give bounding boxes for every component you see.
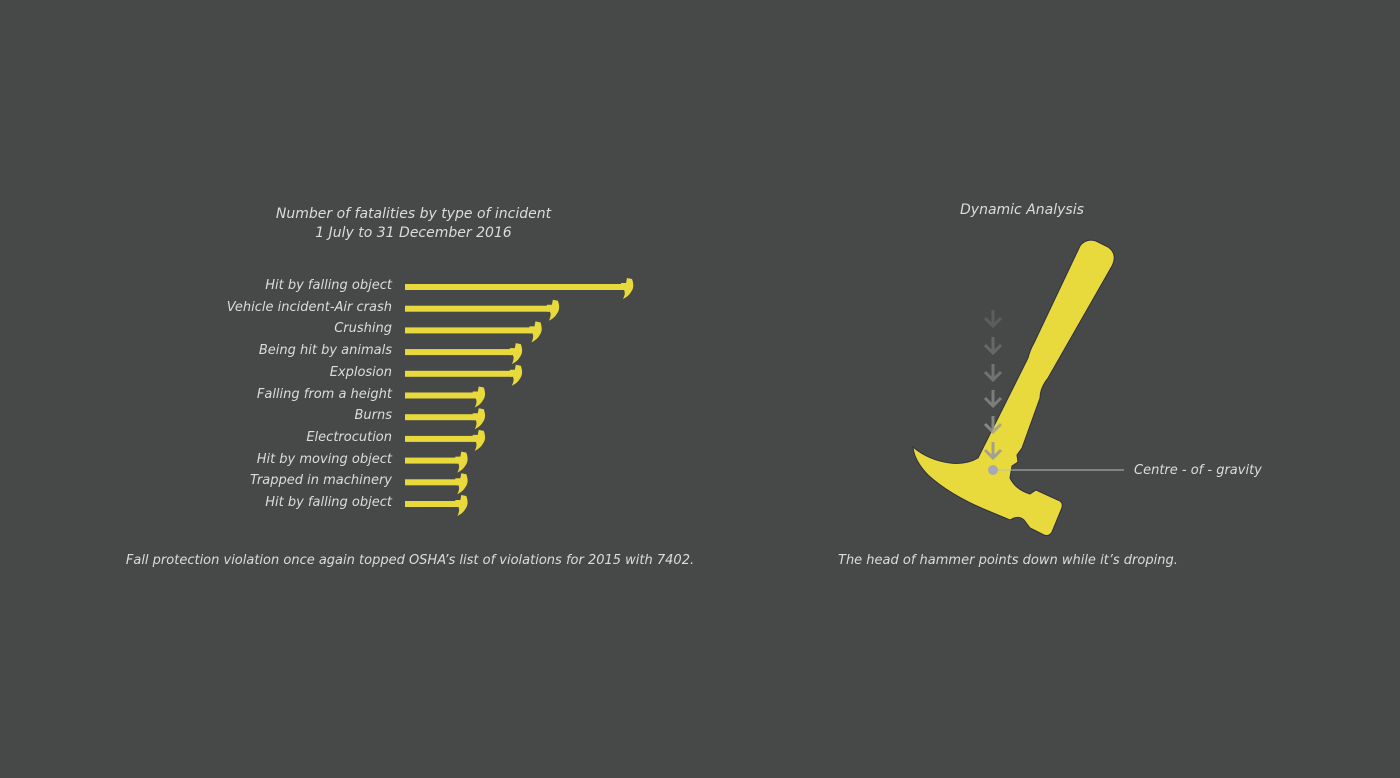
bar-handle bbox=[405, 392, 475, 399]
bar bbox=[405, 343, 523, 365]
bar-handle bbox=[405, 349, 512, 356]
falling-arrows bbox=[983, 310, 1003, 461]
bar bbox=[405, 429, 486, 451]
bar bbox=[405, 278, 634, 299]
hammer-head-icon bbox=[529, 321, 542, 343]
down-arrow-icon bbox=[983, 310, 1003, 329]
bar-handle bbox=[405, 327, 532, 334]
bar bbox=[405, 408, 486, 430]
category-label: Trapped in machinery bbox=[249, 473, 392, 489]
chart-title: Number of fatalities by type of incident bbox=[275, 206, 552, 222]
category-label: Hit by falling object bbox=[265, 278, 392, 293]
chart-subtitle: 1 July to 31 December 2016 bbox=[315, 225, 512, 241]
category-label: Being hit by animals bbox=[258, 343, 392, 359]
right-note: The head of hammer points down while it’… bbox=[838, 553, 1178, 568]
hammer-head-icon bbox=[455, 473, 468, 495]
bar bbox=[405, 299, 560, 321]
hammer-icon bbox=[912, 239, 1115, 537]
bar-handle bbox=[405, 305, 549, 312]
category-label: Falling from a height bbox=[256, 386, 392, 402]
cog-label: Centre - of - gravity bbox=[1134, 463, 1262, 478]
hammer-head-icon bbox=[472, 429, 486, 451]
category-label: Electrocution bbox=[306, 429, 392, 445]
hammer-head-icon bbox=[546, 299, 560, 321]
hammer-head-icon bbox=[455, 451, 468, 473]
hammer-head-icon bbox=[509, 343, 523, 365]
bar bbox=[405, 473, 468, 495]
category-label: Crushing bbox=[334, 321, 392, 337]
category-label: Explosion bbox=[329, 364, 392, 380]
category-label: Vehicle incident-Air crash bbox=[226, 299, 392, 315]
bar bbox=[405, 451, 468, 473]
left-note: Fall protection violation once again top… bbox=[125, 553, 695, 568]
bar-handle bbox=[405, 284, 623, 290]
dynamic-analysis-title: Dynamic Analysis bbox=[960, 202, 1084, 218]
bar-handle bbox=[405, 370, 512, 377]
hammer-head-icon bbox=[621, 278, 634, 299]
bar bbox=[405, 364, 523, 386]
category-label: Hit by moving object bbox=[256, 451, 392, 467]
category-label: Hit by falling object bbox=[265, 495, 392, 510]
category-label: Burns bbox=[354, 408, 392, 424]
bar bbox=[405, 495, 468, 516]
hammer-head-icon bbox=[472, 386, 486, 408]
centre-of-gravity-dot bbox=[988, 465, 998, 475]
down-arrow-icon bbox=[983, 364, 1003, 383]
bar-handle bbox=[405, 414, 475, 421]
bar-handle bbox=[405, 501, 458, 507]
bar-handle bbox=[405, 435, 475, 442]
bar bbox=[405, 386, 486, 408]
bar-handle bbox=[405, 479, 458, 486]
hammer-head-icon bbox=[472, 408, 486, 430]
bar bbox=[405, 321, 542, 343]
hammer-head-icon bbox=[455, 495, 468, 516]
bar-handle bbox=[405, 457, 458, 464]
hammer-head-icon bbox=[509, 364, 523, 386]
down-arrow-icon bbox=[983, 442, 1003, 461]
down-arrow-icon bbox=[983, 390, 1003, 409]
down-arrow-icon bbox=[983, 337, 1003, 356]
down-arrow-icon bbox=[983, 416, 1003, 435]
